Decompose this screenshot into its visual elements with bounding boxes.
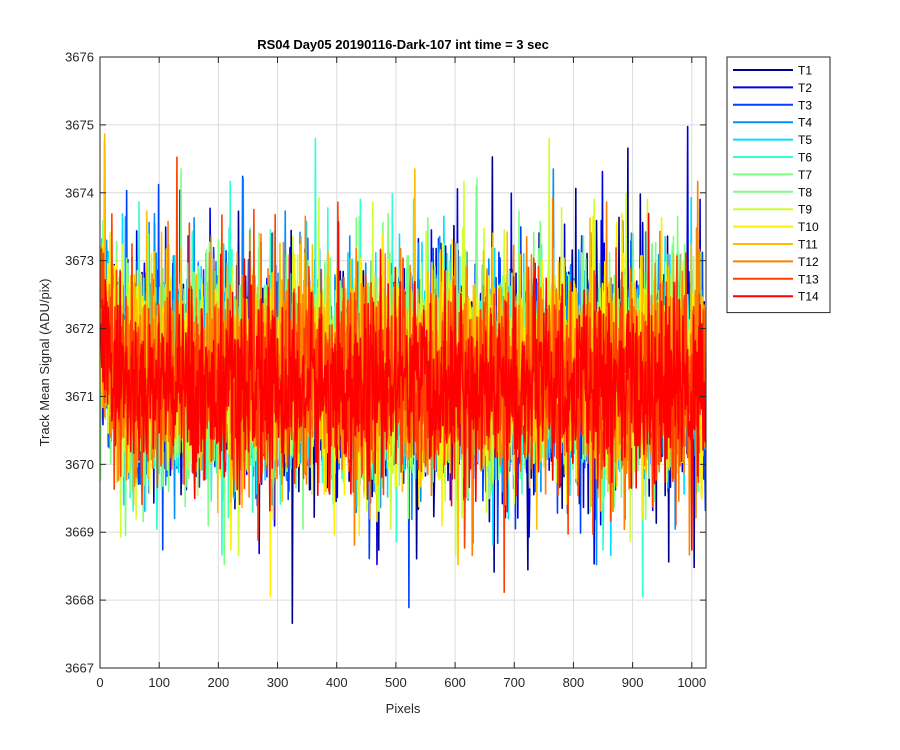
- x-tick-label: 400: [326, 675, 348, 690]
- x-axis-label: Pixels: [386, 701, 421, 716]
- ticks: 0 100 200 300 400 500 600 700 800 900 1000 3667 3668…: [65, 50, 706, 691]
- legend-entry-t8: T8: [798, 185, 812, 199]
- x-tick-label: 200: [208, 675, 230, 690]
- legend-entry-t9: T9: [798, 203, 812, 217]
- x-tick-label: 300: [267, 675, 289, 690]
- x-tick-label: 1000: [677, 675, 706, 690]
- legend-entry-t13: T13: [798, 272, 819, 286]
- x-tick-label: 900: [622, 675, 644, 690]
- plot-area: [100, 125, 706, 624]
- legend-entry-t4: T4: [798, 116, 812, 130]
- legend-entry-t2: T2: [798, 81, 812, 95]
- legend-entry-t1: T1: [798, 64, 812, 78]
- legend-entry-t11: T11: [798, 238, 818, 252]
- x-tick-label: 700: [503, 675, 525, 690]
- y-tick-label: 3667: [65, 661, 94, 676]
- x-tick-label: 800: [563, 675, 585, 690]
- x-tick-label: 0: [96, 675, 103, 690]
- y-tick-label: 3671: [65, 389, 94, 404]
- x-tick-label: 600: [444, 675, 466, 690]
- chart-title: RS04 Day05 20190116-Dark-107 int time = …: [257, 37, 549, 52]
- y-tick-label: 3668: [65, 593, 94, 608]
- legend: T1 T2 T3 T4 T5 T6 T7 T8 T9 T10 T11 T12 T13 T14: [726, 56, 831, 314]
- legend-box: [726, 56, 831, 314]
- x-tick-label: 500: [385, 675, 407, 690]
- legend-entry-t10: T10: [798, 220, 819, 234]
- legend-entry-t3: T3: [798, 98, 812, 112]
- y-tick-label: 3673: [65, 253, 94, 268]
- y-axis-label: Track Mean Signal (ADU/pix): [37, 279, 52, 447]
- legend-entry-t12: T12: [798, 255, 819, 269]
- y-tick-label: 3675: [65, 117, 94, 132]
- x-tick-label: 100: [148, 675, 170, 690]
- y-tick-label: 3676: [65, 50, 94, 65]
- y-tick-label: 3669: [65, 525, 94, 540]
- series-line-t14: [100, 212, 706, 551]
- legend-entry-t7: T7: [798, 168, 812, 182]
- y-tick-label: 3670: [65, 457, 94, 472]
- legend-entry-t5: T5: [798, 133, 812, 147]
- y-tick-label: 3674: [65, 185, 94, 200]
- legend-entry-t6: T6: [798, 151, 812, 165]
- axes-box: [99, 56, 707, 669]
- legend-entry-t14: T14: [798, 290, 819, 304]
- y-tick-label: 3672: [65, 321, 94, 336]
